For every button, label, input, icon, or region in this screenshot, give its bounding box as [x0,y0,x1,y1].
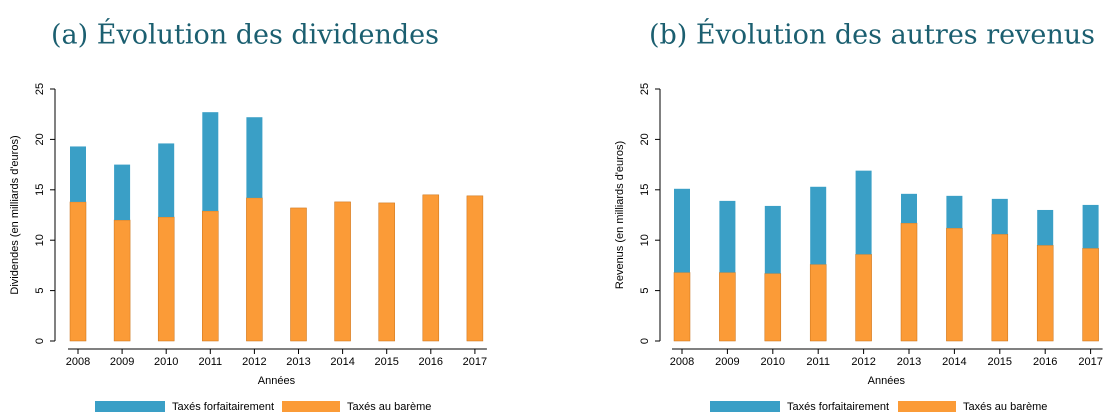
legend-swatch [282,401,340,412]
bar-segment [946,227,963,342]
y-tick-label: 20 [34,133,46,145]
x-axis-label: Années [868,375,906,387]
x-tick-label: 2017 [463,356,487,368]
bar-segment [158,143,175,218]
y-tick-label: 15 [34,184,46,196]
y-tick-label: 5 [34,288,46,294]
legend-label: Taxés forfaitairement [172,401,274,413]
bar-segment [422,194,440,342]
x-tick-label: 2016 [419,356,443,368]
bar-segment [202,210,219,342]
y-tick-label: 25 [34,83,46,95]
x-tick-label: 2008 [66,356,90,368]
y-tick-label: 20 [639,133,651,145]
legend-label: Taxés forfaitairement [787,401,889,413]
bar-segment [246,117,263,198]
legend-label: Taxés au barème [347,401,431,413]
bar-segment [764,205,781,274]
bar-segment [114,164,131,221]
y-tick-label: 15 [639,184,651,196]
bar-segment [673,272,691,342]
bar-segment [719,200,736,273]
bar-segment [246,197,263,342]
x-tick-label: 2015 [374,356,398,368]
x-tick-label: 2016 [1033,356,1057,368]
x-tick-label: 2011 [198,356,222,368]
bar-segment [809,264,827,342]
bar-segment [901,193,917,224]
x-tick-label: 2012 [851,356,875,368]
bar-segment [1082,248,1099,342]
legend-swatch [710,401,780,412]
legend-label: Taxés au barème [963,401,1047,413]
y-tick-label: 0 [34,338,46,344]
x-tick-label: 2009 [715,356,739,368]
x-tick-label: 2012 [242,356,266,368]
y-axis-label: Dividendes (en milliards d'euros) [9,135,21,294]
bar-segment [900,222,918,342]
x-tick-label: 2015 [988,356,1012,368]
legend-swatch [898,401,956,412]
x-tick-label: 2008 [670,356,694,368]
bar-segment [466,195,484,342]
bar-segment [674,188,690,273]
legend-swatch [95,401,165,412]
y-tick-label: 10 [34,234,46,246]
bar-segment [764,273,782,342]
bar-segment [855,254,872,342]
bar-segment [70,146,86,202]
bar-segment [202,112,219,211]
bar-segment [991,198,1008,235]
x-tick-label: 2009 [110,356,134,368]
bar-segment [991,233,1009,342]
chart-title: (b) Évolution des autres revenus [649,18,1095,51]
bar-segment [719,272,736,342]
y-tick-label: 5 [639,288,651,294]
chart-title: (a) Évolution des dividendes [51,18,439,51]
x-tick-label: 2013 [286,356,310,368]
x-axis-label: Années [258,375,296,387]
x-tick-label: 2011 [806,356,830,368]
x-tick-label: 2014 [942,356,966,368]
y-tick-label: 25 [639,83,651,95]
bar-segment [113,219,131,342]
bar-segment [378,202,395,342]
x-tick-label: 2014 [330,356,354,368]
x-tick-label: 2013 [897,356,921,368]
y-axis-label: Revenus (en milliards d'euros) [614,141,626,289]
y-tick-label: 0 [639,338,651,344]
bar-segment [810,186,827,265]
bar-segment [69,201,87,342]
bar-segment [1082,204,1099,249]
bar-segment [855,170,872,255]
bar-segment [946,195,963,229]
bar-segment [157,216,175,342]
x-tick-label: 2010 [761,356,785,368]
y-tick-label: 10 [639,234,651,246]
bar-segment [290,207,307,342]
bar-segment [1036,244,1054,342]
x-tick-label: 2017 [1078,356,1102,368]
bar-segment [334,201,351,342]
x-tick-label: 2010 [154,356,178,368]
bar-segment [1037,209,1054,246]
